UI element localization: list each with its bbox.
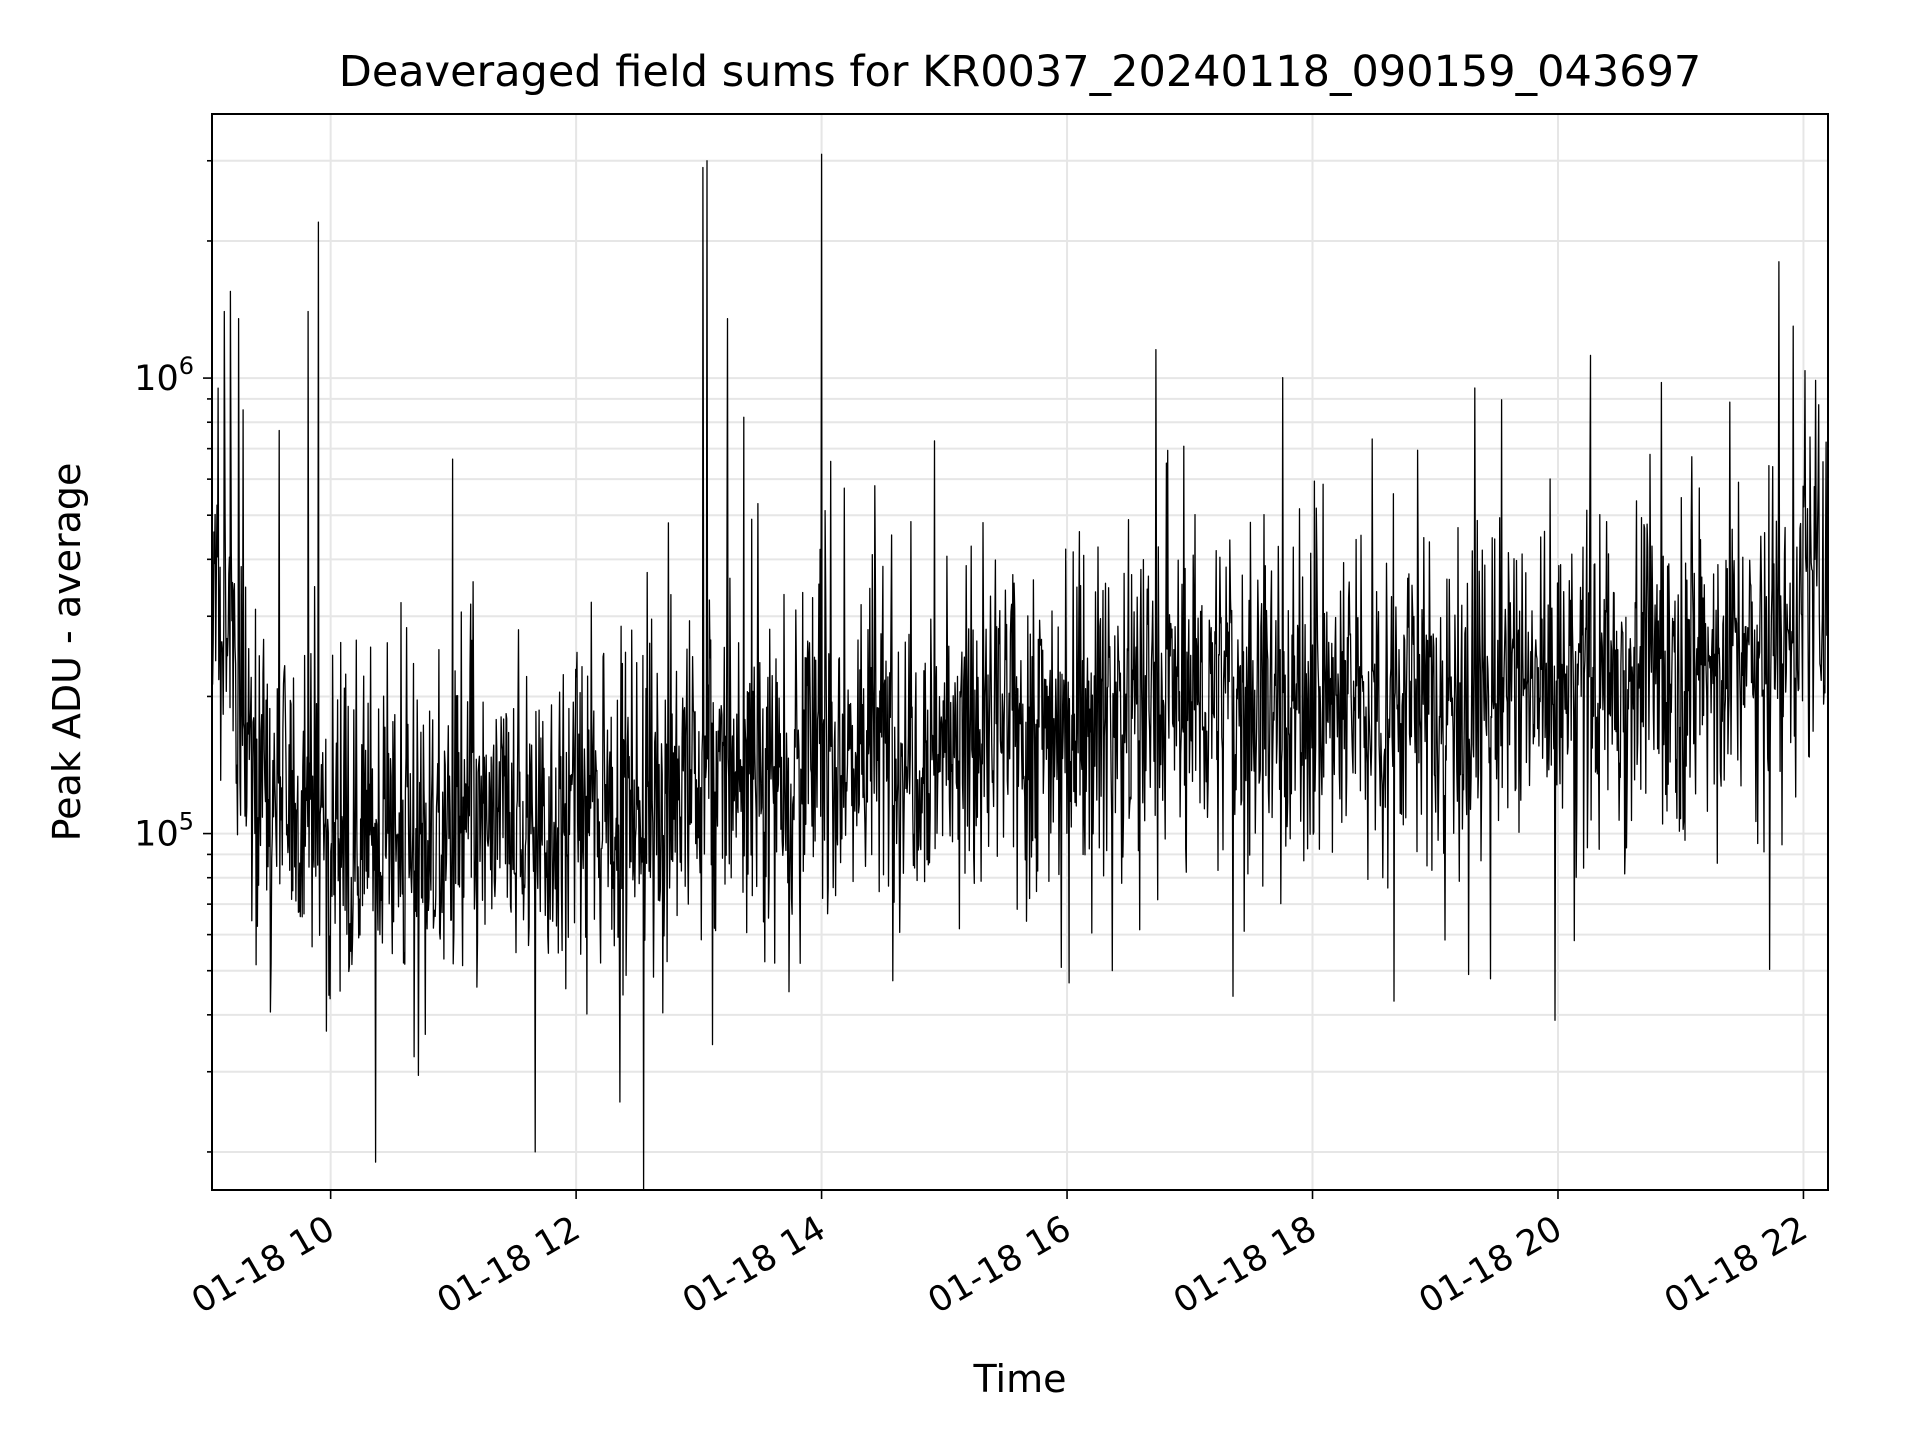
plot-frame — [211, 113, 1829, 1191]
series-layer — [211, 153, 1829, 1191]
x-tick-label: 01-18 10 — [185, 1209, 341, 1322]
y-tick-label: 106 — [134, 352, 194, 399]
x-tick-label: 01-18 20 — [1413, 1209, 1569, 1322]
y-tick-label: 105 — [134, 808, 194, 855]
x-axis-label: Time — [973, 1357, 1067, 1401]
x-tick-label: 01-18 18 — [1167, 1209, 1323, 1322]
x-tick-label: 01-18 22 — [1658, 1209, 1814, 1322]
x-tick-label: 01-18 14 — [676, 1209, 832, 1322]
x-tick-label: 01-18 12 — [431, 1209, 587, 1322]
chart-title: Deaveraged field sums for KR0037_2024011… — [339, 47, 1702, 97]
series-line — [211, 153, 1829, 1191]
x-tick-label: 01-18 16 — [922, 1209, 1078, 1322]
y-axis-label: Peak ADU - average — [45, 463, 89, 842]
